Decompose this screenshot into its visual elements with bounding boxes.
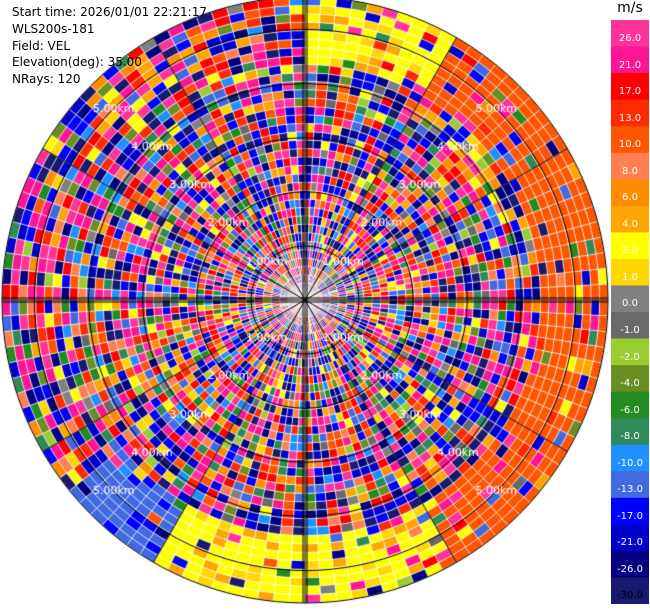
colorbar [611, 20, 649, 604]
colorbar-tick-label: -13.0 [617, 484, 643, 496]
colorbar-tick-label: 21.0 [618, 59, 642, 71]
colorbar-tick-label: 0.0 [622, 298, 638, 310]
colorbar-swatch [611, 497, 649, 525]
colorbar-tick-label: 10.0 [618, 139, 642, 151]
colorbar-swatch [611, 20, 649, 48]
colorbar-swatch [611, 471, 649, 499]
colorbar-swatch [611, 73, 649, 101]
colorbar-tick-label: -21.0 [617, 537, 643, 549]
colorbar-tick-label: -26.0 [617, 563, 643, 575]
start-time-label: Start time: 2026/01/01 22:21:17 [12, 5, 207, 19]
colorbar-tick-label: 2.0 [622, 245, 638, 257]
colorbar-tick-label: -1.0 [620, 325, 640, 336]
colorbar-tick-label: 6.0 [622, 192, 638, 204]
colorbar-swatch [611, 391, 649, 419]
colorbar-tick-label: 4.0 [622, 218, 638, 230]
colorbar-tick-label: -8.0 [620, 431, 640, 443]
elevation-label: Elevation(deg): 35.00 [12, 55, 142, 69]
colorbar-swatch [611, 152, 649, 180]
colorbar-swatch [611, 99, 649, 127]
colorbar-swatch [611, 285, 649, 313]
colorbar-swatch [611, 205, 649, 233]
colorbar-swatch [611, 126, 649, 154]
nrays-label: NRays: 120 [12, 72, 81, 86]
colorbar-swatch [611, 338, 649, 366]
colorbar-swatch [611, 550, 649, 578]
colorbar-tick-label: 8.0 [622, 165, 638, 177]
ppi-radar-plot [0, 0, 610, 610]
colorbar-swatch [611, 444, 649, 472]
colorbar-swatch [611, 524, 649, 552]
colorbar-swatch [611, 46, 649, 74]
colorbar-swatch [611, 577, 649, 604]
colorbar-swatch [611, 232, 649, 260]
colorbar-tick-label: -10.0 [617, 457, 643, 469]
colorbar-tick-label: -30.0 [617, 590, 643, 602]
colorbar-tick-label: 1.0 [622, 271, 638, 283]
colorbar-tick-label: -17.0 [617, 510, 643, 522]
colorbar-tick-label: -4.0 [620, 378, 640, 390]
colorbar-tick-label: -6.0 [620, 404, 640, 416]
colorbar-swatch [611, 179, 649, 207]
field-label: Field: VEL [12, 39, 71, 53]
colorbar-tick-label: 26.0 [618, 33, 642, 44]
colorbar-swatch [611, 418, 649, 446]
colorbar-unit: m/s [617, 0, 643, 16]
colorbar-tick-label: 17.0 [618, 86, 642, 98]
station-label: WLS200s-181 [12, 22, 95, 36]
colorbar-swatch [611, 365, 649, 393]
colorbar-tick-label: -2.0 [620, 351, 640, 363]
colorbar-tick-label: 13.0 [618, 112, 642, 124]
colorbar-swatch [611, 258, 649, 286]
colorbar-swatch [611, 312, 649, 340]
